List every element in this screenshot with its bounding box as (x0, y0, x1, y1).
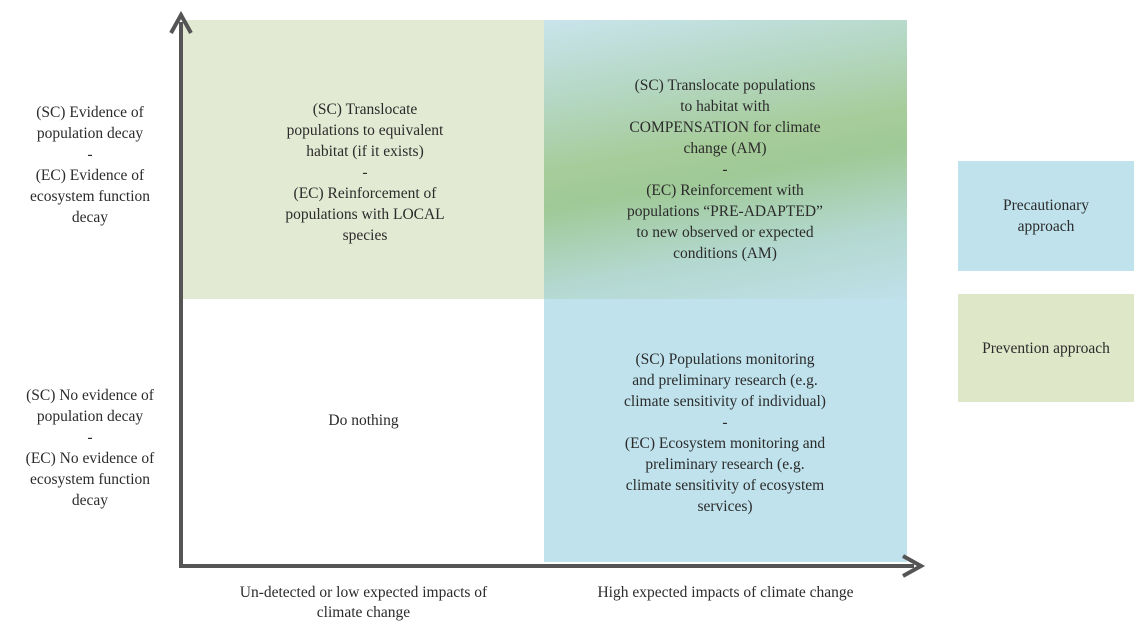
quadrant-bottom-right-text: (SC) Populations monitoring and prelimin… (565, 318, 885, 548)
quadrant-top-right-text: (SC) Translocate populations to habitat … (565, 44, 885, 294)
y-axis-arrowhead (169, 10, 193, 34)
legend-precautionary-approach: Precautionary approach (958, 161, 1134, 271)
y-label-evidence-of-decay: (SC) Evidence of population decay - (EC)… (0, 70, 180, 260)
y-label-top-text: (SC) Evidence of population decay - (EC)… (29, 104, 151, 226)
x-label-high-impacts: High expected impacts of climate change (597, 584, 854, 601)
quadrant-top-left (183, 20, 544, 299)
legend-prevention-approach: Prevention approach (958, 294, 1134, 402)
quadrant-bottom-right (544, 299, 907, 562)
y-label-no-evidence-of-decay: (SC) No evidence of population decay - (… (0, 358, 180, 538)
legend-precautionary-label: Precautionary approach (1002, 197, 1090, 235)
x-label-low-impacts: Un-detected or low expected impacts of c… (239, 584, 488, 621)
translocate-equivalent-habitat-text: (SC) Translocate populations to equivale… (285, 101, 445, 244)
quadrant-bottom-left-text: Do nothing (183, 395, 544, 445)
x-axis-arrowhead (902, 554, 926, 578)
monitoring-research-text: (SC) Populations monitoring and prelimin… (624, 351, 826, 515)
do-nothing-text: Do nothing (328, 411, 399, 429)
translocate-compensation-text: (SC) Translocate populations to habitat … (627, 76, 823, 262)
quadrant-top-right (544, 20, 907, 299)
quadrant-top-left-text: (SC) Translocate populations to equivale… (205, 70, 525, 275)
legend-prevention-label: Prevention approach (982, 339, 1110, 357)
y-label-bottom-text: (SC) No evidence of population decay - (… (25, 387, 155, 509)
